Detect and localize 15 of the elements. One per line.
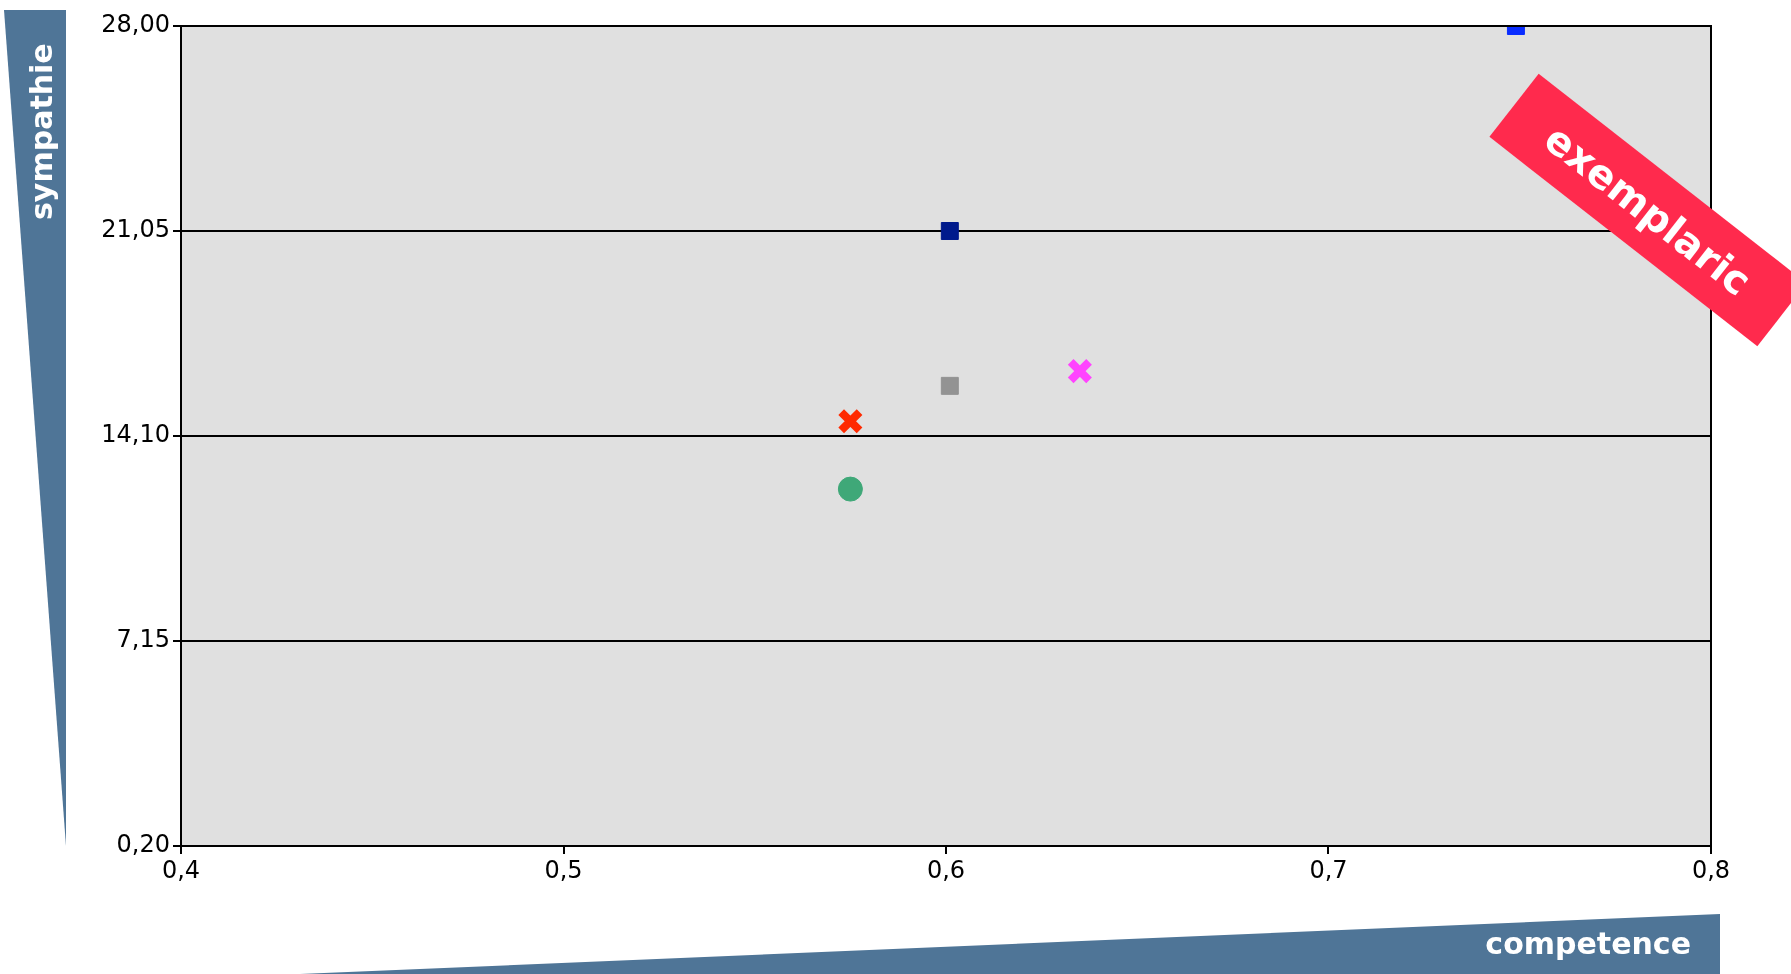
y-tick-label: 7,15: [116, 625, 170, 654]
x-axis-title: competence: [1485, 926, 1691, 961]
y-tick-label: 28,00: [101, 10, 170, 39]
x-tick-label: 0,8: [1691, 855, 1731, 884]
point: [940, 222, 959, 240]
x-tick-label: 0,7: [1309, 855, 1348, 884]
point: [837, 476, 863, 502]
point: [1066, 357, 1094, 385]
y-axis-title: sympathie: [24, 43, 59, 220]
x-tick-label: 0,6: [926, 855, 966, 884]
y-tick-label: 21,05: [101, 215, 170, 244]
x-tick-label: 0,5: [544, 855, 583, 884]
point: [837, 408, 864, 435]
point: [940, 376, 959, 395]
y-tick-label: 14,10: [101, 420, 170, 449]
